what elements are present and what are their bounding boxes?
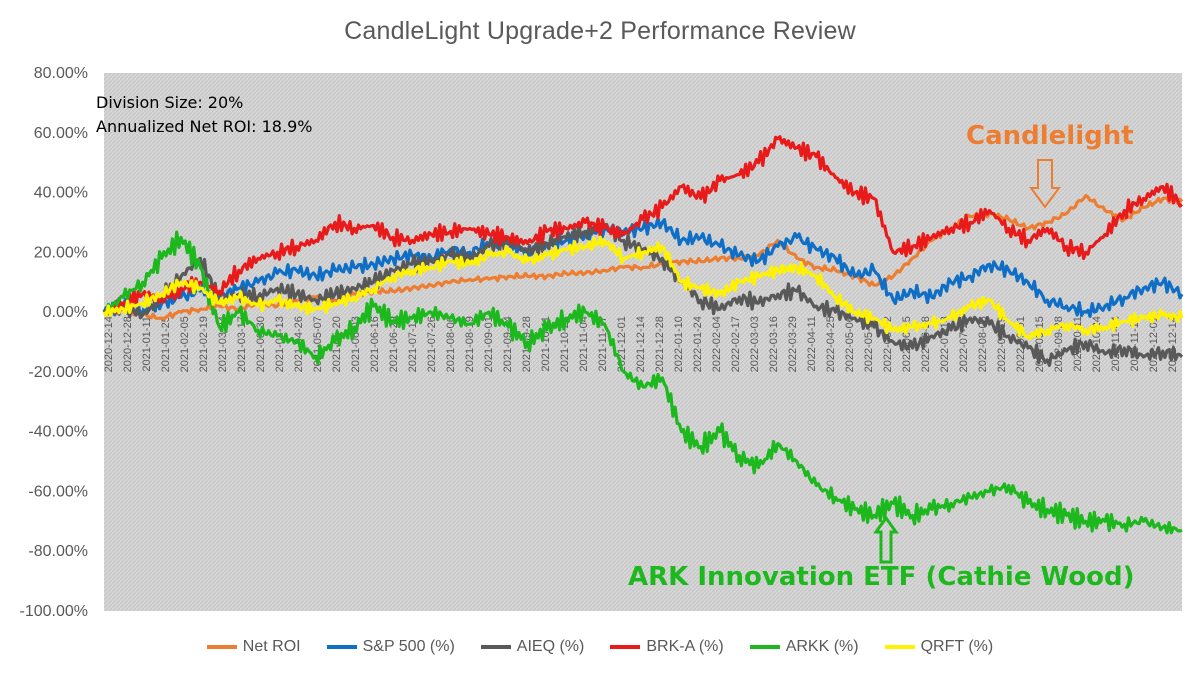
y-tick-label: 80.00% [34,65,88,82]
x-tick-label: 2021-05-20 [331,316,343,372]
x-tick-label: 2021-12-14 [635,316,647,372]
x-tick-label: 2022-06-28 [920,316,932,372]
legend-label: BRK-A (%) [646,638,724,655]
series-line-qrft [102,235,1184,341]
y-tick-label: -40.00% [28,424,88,441]
legend-item: QRFT (%) [884,638,994,656]
legend-swatch [610,645,641,649]
legend-label: S&P 500 (%) [362,638,455,655]
x-tick-label: 2021-06-29 [388,316,400,372]
series-line-net-roi [102,193,1184,321]
y-tick-label: -100.00% [20,603,89,620]
legend-swatch [749,645,780,649]
legend: Net ROI S&P 500 (%) AIEQ (%) BRK-A (%) ARKK … [0,638,1200,656]
x-tick-label: 2022-08-08 [977,316,989,372]
x-tick-label: 2021-09-01 [483,316,495,372]
x-tick-label: 2021-12-28 [654,316,666,372]
chart-title: CandleLight Upgrade+2 Performance Review [344,17,856,45]
x-tick-label: 2020-12-14 [103,316,115,372]
y-tick-label: 20.00% [34,244,88,261]
series-lines [102,135,1184,535]
x-tick-label: 2022-12-01 [1148,316,1160,372]
x-tick-label: 2022-01-10 [673,316,685,372]
x-tick-label: 2022-01-24 [692,316,704,372]
legend-swatch [884,645,915,649]
x-tick-label: 2021-02-19 [198,316,210,372]
y-tick-label: -20.00% [28,364,88,381]
series-line-brk-a [103,135,1183,314]
division-size-label: Division Size: 20% [96,93,244,112]
x-tick-label: 2022-04-25 [825,316,837,372]
legend-swatch [206,645,237,649]
legend-item: Net ROI [206,638,301,656]
y-tick-label: 0.00% [43,304,88,321]
x-tick-label: 2022-05-19 [863,316,875,372]
x-tick-label: 2021-11-04 [578,316,590,371]
legend-swatch [326,645,357,649]
x-tick-label: 2021-07-26 [426,316,438,372]
legend-label: AIEQ (%) [516,638,585,655]
x-tick-label: 2021-08-06 [445,316,457,372]
x-tick-label: 2021-06-16 [369,316,381,372]
series-line-arkk [103,230,1183,535]
x-tick-label: 2022-02-04 [711,316,723,372]
x-tick-label: 2022-11-17 [1129,316,1141,371]
x-tick-label: 2021-07-13 [407,316,419,372]
x-tick-label: 2021-03-17 [236,316,248,372]
x-tick-label: 2021-02-05 [179,316,191,372]
candlelight-annotation: Candlelight [966,121,1134,151]
legend-item: BRK-A (%) [610,638,724,656]
x-tick-label: 2022-03-16 [768,316,780,372]
legend-item: AIEQ (%) [480,638,585,656]
legend-item: ARKK (%) [749,638,859,656]
candlelight-arrow [1029,159,1061,209]
x-tick-label: 2021-08-19 [464,316,476,372]
x-tick-label: 2021-01-11 [141,316,153,371]
y-tick-label: 40.00% [34,185,88,202]
x-tick-label: 2022-02-17 [730,316,742,372]
y-axis: 80.00% 60.00% 40.00% 20.00% 0.00% -20.00% -40.… [20,65,89,620]
annualized-roi-label: Annualized Net ROI: 18.9% [96,117,313,136]
y-tick-label: 60.00% [34,125,88,142]
y-tick-label: -60.00% [28,483,88,500]
x-tick-label: 2022-03-29 [787,316,799,372]
x-tick-label: 2022-04-11 [806,316,818,371]
x-tick-label: 2021-03-30 [255,316,267,372]
legend-swatch [480,645,511,649]
ark-arrow [873,515,899,564]
x-tick-label: 2020-12-28 [122,316,134,372]
x-tick-label: 2022-03-03 [749,316,761,372]
x-tick-label: 2022-05-06 [844,316,856,372]
x-tick-label: 2021-10-22 [559,316,571,372]
ark-annotation: ARK Innovation ETF (Cathie Wood) [628,562,1135,592]
legend-label: ARKK (%) [785,638,859,655]
x-tick-label: 2021-04-13 [274,316,286,372]
legend-item: S&P 500 (%) [326,638,455,656]
legend-label: Net ROI [242,638,301,655]
series-line-aieq [102,221,1184,367]
x-tick-label: 2022-12-14 [1167,316,1179,372]
y-tick-label: -80.00% [28,543,88,560]
series-line-s-p-500 [102,216,1184,318]
x-tick-label: 2021-01-25 [160,316,172,372]
legend-label: QRFT (%) [920,638,994,655]
